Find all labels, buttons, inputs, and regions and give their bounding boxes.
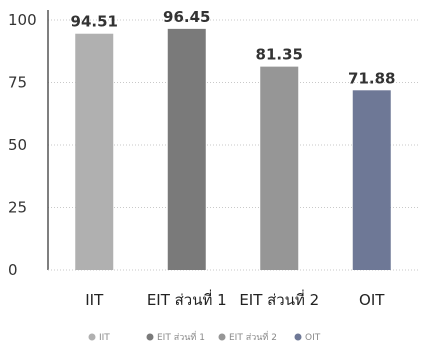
legend-label-3: EIT ส่วนที่ 2 bbox=[229, 330, 277, 343]
y-tick-label-25: 25 bbox=[8, 199, 27, 217]
value-label-3: 81.35 bbox=[256, 46, 303, 64]
legend-label-1: IIT bbox=[99, 333, 110, 343]
x-tick-label-2: EIT ส่วนที่ 1 bbox=[147, 289, 227, 309]
y-tick-label-50: 50 bbox=[8, 136, 27, 154]
bar-1 bbox=[75, 33, 114, 270]
x-tick-label-1: IIT bbox=[85, 291, 104, 309]
bar-2 bbox=[167, 28, 206, 270]
legend-label-2: EIT ส่วนที่ 1 bbox=[157, 330, 205, 343]
bar-3 bbox=[260, 66, 299, 270]
y-tick-label-75: 75 bbox=[8, 74, 27, 92]
value-label-1: 94.51 bbox=[71, 13, 118, 31]
y-tick-label-0: 0 bbox=[8, 261, 18, 279]
bar-4 bbox=[352, 90, 391, 270]
legend-swatch-1 bbox=[88, 333, 96, 341]
value-label-2: 96.45 bbox=[163, 8, 210, 26]
x-tick-label-3: EIT ส่วนที่ 2 bbox=[239, 289, 319, 309]
y-tick-label-100: 100 bbox=[8, 11, 37, 29]
legend-swatch-2 bbox=[146, 333, 154, 341]
x-tick-label-4: OIT bbox=[359, 291, 385, 309]
legend-swatch-3 bbox=[218, 333, 226, 341]
value-label-4: 71.88 bbox=[348, 69, 395, 87]
legend-label-4: OIT bbox=[305, 333, 321, 343]
legend-swatch-4 bbox=[294, 333, 302, 341]
